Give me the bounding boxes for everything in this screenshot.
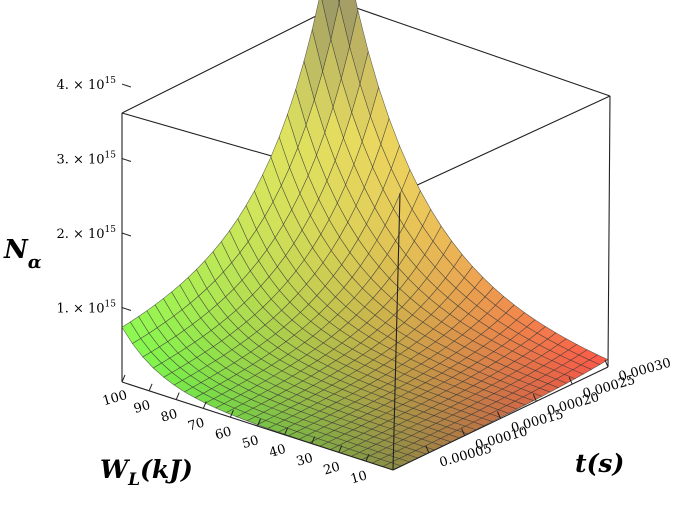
x-tick-mark <box>311 436 316 444</box>
z-tick-mark <box>121 232 132 237</box>
x-tick-label: 40 <box>268 442 288 461</box>
y-tick-mark <box>532 394 537 402</box>
z-tick-label: 3. × 1015 <box>56 151 116 168</box>
z-tick-mark <box>121 307 132 311</box>
surface-mesh <box>121 0 609 471</box>
x-tick-mark <box>338 445 343 453</box>
z-tick-mark <box>121 158 132 163</box>
z-tick-exp: 15 <box>105 300 117 310</box>
x-tick-mark <box>121 374 126 383</box>
x-tick-label: 30 <box>295 451 315 470</box>
x-tick-mark <box>202 401 207 409</box>
x-tick-mark <box>257 418 261 427</box>
x-tick-label: 80 <box>159 407 179 426</box>
z-tick-base: 3. × 10 <box>56 153 104 168</box>
box-edge <box>607 95 611 368</box>
y-tick-mark <box>497 411 501 419</box>
x-tick-label: 60 <box>213 424 233 443</box>
x-axis-ticks: 100 90 80 70 60 50 40 30 20 10 <box>101 374 370 487</box>
z-tick-base: 4. × 10 <box>56 78 104 93</box>
z-tick-label: 2. × 1015 <box>56 225 116 242</box>
z-tick-base: 2. × 10 <box>56 227 104 242</box>
y-tick-mark <box>604 359 609 368</box>
x-tick-label: 50 <box>241 433 261 452</box>
y-tick-mark <box>461 428 466 436</box>
x-tick-label: 20 <box>322 460 342 479</box>
z-tick-base: 1. × 10 <box>56 302 104 317</box>
x-axis-label: WL(kJ) <box>100 455 193 490</box>
y-axis-label: t(s) <box>575 449 624 478</box>
z-tick-mark <box>121 83 132 88</box>
x-tick-mark <box>175 392 180 400</box>
box-edge <box>341 2 611 97</box>
y-tick-label: 0.00030 <box>617 356 673 385</box>
z-tick-label: 4. × 1015 <box>56 76 116 93</box>
x-tick-mark <box>148 383 153 391</box>
y-tick-mark <box>568 376 573 385</box>
x-tick-mark <box>284 427 289 435</box>
x-tick-label: 90 <box>132 398 152 417</box>
box-edge <box>399 95 611 194</box>
y-tick-mark <box>425 445 430 454</box>
box-edge <box>121 2 343 114</box>
z-axis-label: Nα <box>3 235 42 273</box>
x-tick-mark <box>365 454 370 462</box>
z-tick-exp: 15 <box>105 225 117 235</box>
x-tick-label: 10 <box>349 468 369 487</box>
z-tick-label: 1. × 1015 <box>56 300 116 317</box>
z-tick-exp: 15 <box>105 76 117 86</box>
z-tick-exp: 15 <box>105 151 117 161</box>
x-tick-label: 70 <box>186 416 206 435</box>
x-tick-mark <box>229 410 234 418</box>
x-tick-label: 100 <box>101 388 129 409</box>
bounding-box-back <box>121 2 611 382</box>
box-edge <box>392 192 401 471</box>
